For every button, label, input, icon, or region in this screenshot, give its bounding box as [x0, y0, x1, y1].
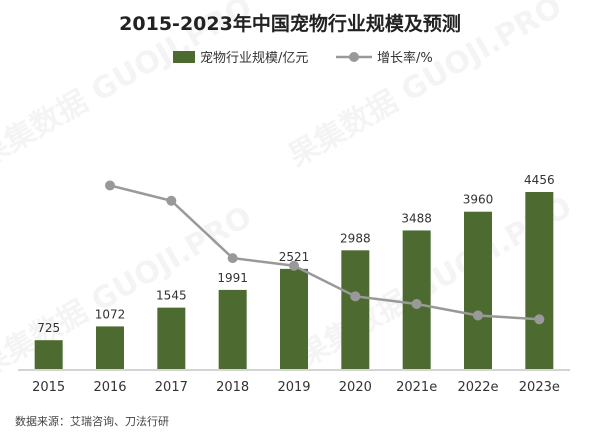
growth-rate-point: [350, 291, 361, 302]
x-tick-label: 2020: [339, 380, 372, 395]
line-layer: [105, 180, 545, 325]
chart-title: 2015-2023年中国宠物行业规模及预测: [119, 12, 461, 35]
legend-label-line: 增长率/%: [377, 50, 433, 66]
bar-value-label: 2521: [279, 250, 310, 264]
x-tick-label: 2017: [155, 380, 188, 395]
bar-value-label: 3488: [401, 211, 432, 225]
x-tick-label: 2015: [32, 380, 65, 395]
bar-2018: [218, 289, 247, 369]
growth-rate-point: [473, 310, 483, 321]
bar-value-label: 4456: [524, 173, 555, 187]
growth-rate-line: [109, 184, 540, 321]
x-tick-label: 2022e: [457, 380, 498, 395]
x-tick-label: 2016: [93, 380, 126, 395]
bar-2020: [341, 250, 370, 369]
legend-label-bar: 宠物行业规模/亿元: [200, 50, 308, 66]
chart-legend: 宠物行业规模/亿元 增长率/%: [173, 50, 433, 66]
bar-2019: [280, 268, 308, 369]
growth-rate-point: [411, 298, 422, 309]
x-tick-label: 2023e: [519, 380, 560, 395]
bar-2015: [34, 340, 63, 369]
growth-rate-point: [105, 180, 115, 191]
bar-value-label: 725: [37, 321, 60, 335]
growth-rate-point: [166, 195, 177, 206]
x-tick-label: 2018: [216, 380, 249, 395]
bar-value-label: 1545: [156, 289, 187, 303]
bar-2017: [157, 307, 186, 369]
x-tick-label: 2019: [277, 380, 310, 395]
growth-rate-point: [534, 314, 545, 325]
growth-rate-point: [289, 260, 299, 271]
growth-rate-point: [227, 253, 238, 264]
bar-2023e: [525, 192, 554, 369]
bar-2022e: [464, 211, 492, 369]
legend-swatch-bar: [173, 51, 195, 63]
bar-value-label: 1991: [217, 271, 248, 285]
bar-value-label: 1072: [95, 307, 126, 321]
source-note: 数据来源：艾瑞咨询、刀法行研: [15, 414, 169, 428]
x-tick-label: 2021e: [396, 380, 437, 395]
bar-value-label: 2988: [340, 231, 371, 245]
legend-swatch-marker: [349, 52, 359, 62]
x-axis-ticks: 2015 2016 2017 2018 2019 2020 2021e 2022e 2023e: [32, 380, 560, 395]
bar-2016: [96, 326, 124, 369]
bar-value-label: 3960: [463, 193, 494, 207]
bar-labels-layer: 725 1072 1545 1991 2521 2988 3488 3960 4456: [37, 173, 554, 335]
bars-layer: [34, 192, 554, 369]
